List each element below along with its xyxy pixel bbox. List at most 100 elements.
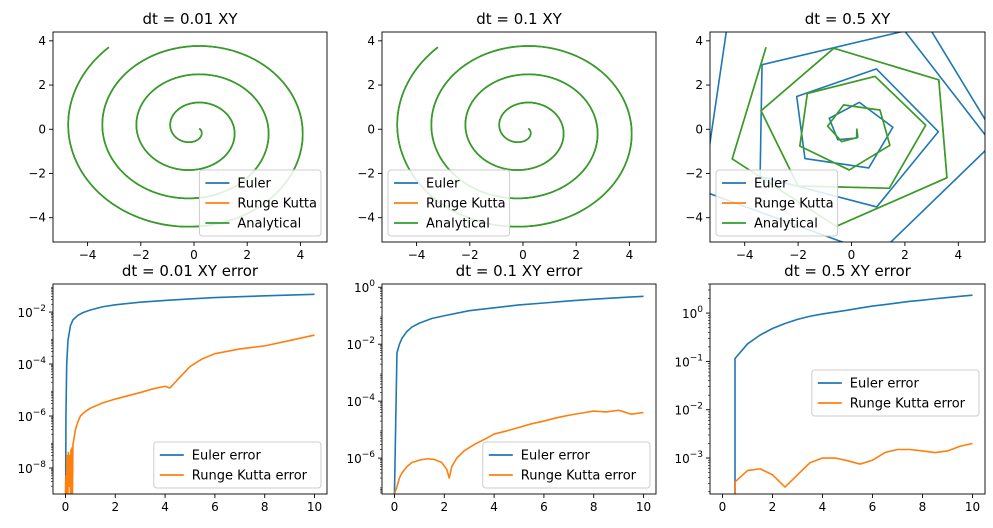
legend-label: Euler bbox=[426, 177, 460, 192]
legend-label: Analytical bbox=[237, 217, 301, 232]
x-tick-label: 8 bbox=[590, 500, 598, 514]
subplot-5: dt = 0.1 XY error 0 2 4 6 8 10 10−6 10−4 10−2 100 E… bbox=[346, 262, 657, 514]
subplot-2: dt = 0.1 XY −4 −2 0 2 4 −4 −2 0 2 4 Euler Runge Kutt… bbox=[357, 10, 657, 262]
legend: Euler error Runge Kutta error bbox=[153, 441, 322, 489]
x-tick-label: 0 bbox=[719, 500, 727, 514]
y-tick-label: −4 bbox=[685, 211, 703, 225]
x-tick-label: 4 bbox=[819, 500, 827, 514]
y-tick-label: 0 bbox=[695, 122, 703, 136]
y-tick-label: 10−2 bbox=[17, 304, 46, 320]
legend-label: Analytical bbox=[754, 217, 818, 232]
y-tick-label: 10−2 bbox=[674, 402, 703, 418]
x-tick-label: 2 bbox=[901, 248, 909, 262]
x-tick-label: 0 bbox=[190, 248, 198, 262]
y-tick-label: 100 bbox=[682, 305, 703, 321]
legend-label: Runge Kutta error bbox=[521, 469, 637, 484]
subplot-title: dt = 0.5 XY error bbox=[784, 262, 911, 280]
y-tick-label: 100 bbox=[354, 279, 375, 295]
y-tick-label: 10−2 bbox=[346, 336, 375, 352]
y-tick-label: 4 bbox=[695, 34, 703, 48]
subplot-title: dt = 0.01 XY error bbox=[122, 262, 259, 280]
legend-label: Runge Kutta bbox=[426, 197, 506, 212]
x-tick-label: 4 bbox=[161, 500, 169, 514]
y-tick-label: 4 bbox=[367, 34, 375, 48]
legend: Euler Runge Kutta Analytical bbox=[715, 169, 839, 237]
x-tick-label: 8 bbox=[261, 500, 269, 514]
series-line-runge-kutta-error bbox=[393, 409, 644, 494]
legend-label: Euler error bbox=[192, 449, 262, 464]
y-tick-label: −2 bbox=[357, 166, 375, 180]
x-tick-label: 2 bbox=[572, 248, 580, 262]
legend: Euler error Runge Kutta error bbox=[482, 441, 651, 489]
x-tick-label: 6 bbox=[540, 500, 548, 514]
x-tick-label: 2 bbox=[440, 500, 448, 514]
legend-label: Euler error bbox=[521, 449, 591, 464]
x-tick-label: 10 bbox=[965, 500, 980, 514]
subplot-title: dt = 0.5 XY bbox=[805, 10, 891, 28]
x-tick-label: 2 bbox=[243, 248, 251, 262]
x-tick-label: −2 bbox=[461, 248, 479, 262]
legend-label: Runge Kutta error bbox=[192, 469, 308, 484]
x-tick-label: 4 bbox=[490, 500, 498, 514]
x-tick-label: 4 bbox=[954, 248, 962, 262]
x-tick-label: −4 bbox=[736, 248, 754, 262]
y-tick-label: 10−6 bbox=[17, 408, 46, 424]
x-tick-label: −2 bbox=[789, 248, 807, 262]
axes-frame bbox=[52, 31, 328, 243]
axes-frame bbox=[52, 283, 328, 495]
subplot-4: dt = 0.01 XY error 0 2 4 6 8 10 10−8 10−6 10−4 10−… bbox=[17, 262, 328, 514]
y-tick-label: 10−3 bbox=[674, 450, 703, 466]
y-tick-label: −2 bbox=[28, 166, 46, 180]
series-line-euler-error bbox=[734, 294, 973, 494]
axes-frame bbox=[381, 283, 657, 495]
y-tick-label: 10−6 bbox=[346, 450, 375, 466]
subplot-1: dt = 0.01 XY −4 −2 0 2 4 −4 −2 0 2 4 Euler Runge Kut… bbox=[28, 10, 328, 262]
legend: Euler Runge Kutta Analytical bbox=[387, 169, 511, 237]
x-tick-label: 0 bbox=[391, 500, 399, 514]
y-tick-label: 2 bbox=[367, 78, 375, 92]
y-tick-label: 10−1 bbox=[674, 353, 703, 369]
x-tick-label: 10 bbox=[307, 500, 322, 514]
legend-label: Euler bbox=[237, 177, 271, 192]
legend-label: Analytical bbox=[426, 217, 490, 232]
legend-label: Runge Kutta bbox=[754, 197, 834, 212]
x-tick-label: 4 bbox=[626, 248, 634, 262]
x-tick-label: 0 bbox=[848, 248, 856, 262]
axes-frame bbox=[709, 31, 986, 243]
legend: Euler error Runge Kutta error bbox=[811, 369, 980, 417]
y-tick-label: −2 bbox=[685, 166, 703, 180]
series-line-analytical bbox=[396, 45, 633, 228]
legend-label: Runge Kutta bbox=[237, 197, 317, 212]
legend-label: Euler error bbox=[850, 377, 920, 392]
subplot-3: dt = 0.5 XY −4 −2 0 2 4 −4 −2 0 2 4 Euler Runge Kutt… bbox=[685, 10, 986, 262]
subplot-title: dt = 0.01 XY bbox=[142, 10, 238, 28]
subplot-6: dt = 0.5 XY error 0 2 4 6 8 10 10−3 10−2 10−1 100 E… bbox=[674, 262, 986, 514]
x-tick-label: 10 bbox=[636, 500, 651, 514]
y-tick-label: −4 bbox=[28, 211, 46, 225]
y-tick-label: 2 bbox=[38, 78, 46, 92]
axes-frame bbox=[381, 31, 657, 243]
x-tick-label: 0 bbox=[62, 500, 70, 514]
series-line-runge-kutta-error bbox=[734, 442, 973, 494]
x-tick-label: 0 bbox=[519, 248, 527, 262]
y-tick-label: 10−4 bbox=[17, 356, 46, 372]
y-tick-label: 2 bbox=[695, 78, 703, 92]
axes-frame bbox=[709, 283, 986, 495]
series-line-runge-kutta-error bbox=[64, 334, 315, 494]
x-tick-label: 4 bbox=[297, 248, 305, 262]
x-tick-label: 6 bbox=[211, 500, 219, 514]
subplot-title: dt = 0.1 XY error bbox=[456, 262, 583, 280]
x-tick-label: 2 bbox=[769, 500, 777, 514]
y-tick-label: 0 bbox=[38, 122, 46, 136]
legend-label: Euler bbox=[754, 177, 788, 192]
series-line-euler-error bbox=[64, 293, 315, 490]
x-tick-label: −4 bbox=[408, 248, 426, 262]
series-line-analytical bbox=[67, 45, 304, 228]
x-tick-label: 6 bbox=[869, 500, 877, 514]
legend: Euler Runge Kutta Analytical bbox=[198, 169, 322, 237]
y-tick-label: 0 bbox=[367, 122, 375, 136]
legend-label: Runge Kutta error bbox=[850, 397, 966, 412]
y-tick-label: 10−4 bbox=[346, 393, 375, 409]
x-tick-label: 2 bbox=[111, 500, 119, 514]
